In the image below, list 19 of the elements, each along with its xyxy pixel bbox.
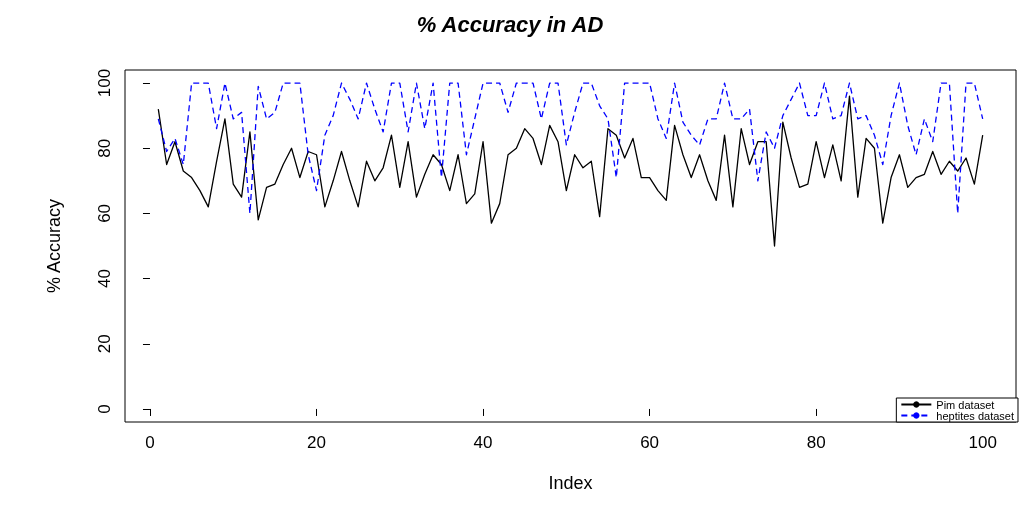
line-series [157, 82, 984, 215]
y-tick-label: 20 [95, 334, 114, 354]
y-axis-title: % Accuracy [44, 198, 64, 294]
x-tick-label: 80 [806, 433, 826, 452]
x-tick-label: 100 [968, 433, 997, 452]
line-series [157, 95, 984, 247]
y-tick-label: 60 [95, 203, 114, 223]
x-tick-label: 60 [640, 433, 660, 452]
x-axis-title: Index [548, 473, 593, 493]
legend-label: heptites dataset [936, 409, 1015, 422]
x-tick-label: 20 [307, 433, 326, 452]
chart-title: % Accuracy in AD [416, 11, 604, 37]
x-tick-label: 40 [473, 433, 493, 452]
y-tick-label: 40 [95, 269, 114, 289]
x-tick-label: 0 [145, 433, 155, 452]
y-tick-label: 80 [95, 138, 114, 158]
y-tick-label: 0 [95, 404, 114, 414]
y-tick-label: 100 [95, 68, 114, 98]
legend-label: Pim dataset [936, 398, 995, 411]
